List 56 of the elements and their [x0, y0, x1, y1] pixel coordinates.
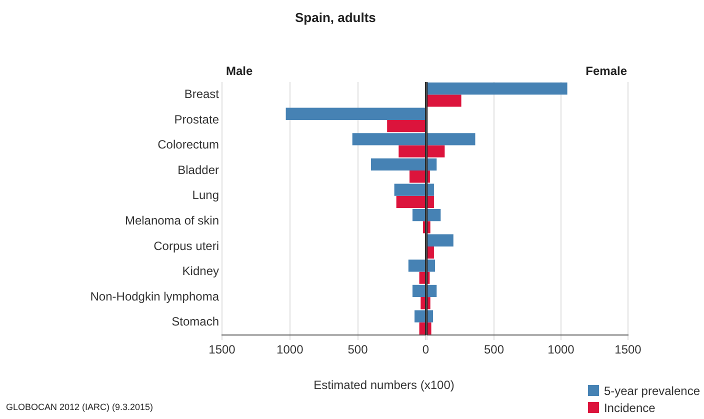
y-tick-label: Corpus uteri	[154, 238, 219, 253]
bar	[370, 158, 426, 171]
y-tick-label: Prostate	[174, 112, 220, 126]
bar	[419, 272, 426, 284]
bar	[412, 209, 426, 222]
bar	[428, 310, 434, 322]
bar	[398, 145, 426, 158]
y-tick-label: Lung	[192, 188, 219, 202]
bar	[428, 82, 568, 95]
bar	[428, 94, 462, 107]
bar	[408, 260, 426, 272]
bar	[428, 234, 454, 246]
x-tick-label: 500	[348, 342, 368, 357]
bar	[428, 145, 445, 158]
x-tick-label: 1000	[548, 342, 575, 357]
y-tick-label: Breast	[184, 86, 220, 101]
bar	[428, 260, 436, 272]
bar	[428, 297, 430, 310]
bar	[387, 120, 426, 132]
y-tick-label: Stomach	[172, 314, 219, 329]
bar	[428, 133, 476, 146]
bar	[428, 221, 430, 234]
bar	[428, 246, 434, 259]
bar	[352, 133, 426, 146]
text: Female	[586, 64, 627, 78]
bar	[420, 297, 426, 310]
bar	[396, 196, 426, 208]
bar	[428, 209, 441, 222]
x-axis-title: Estimated numbers (x100)	[314, 378, 454, 392]
bar	[422, 221, 426, 234]
bar	[419, 322, 426, 334]
bar	[394, 184, 426, 196]
x-tick-label: 1500	[614, 342, 642, 357]
bar	[428, 196, 434, 208]
legend-label: 5-year prevalence	[602, 383, 700, 400]
bar	[412, 284, 426, 298]
bar	[428, 158, 437, 171]
y-tick-label: Kidney	[182, 264, 219, 278]
text: Male	[226, 64, 253, 78]
bar	[410, 170, 426, 183]
x-tick-label: 1500	[208, 342, 236, 357]
bar	[286, 108, 426, 120]
bar	[428, 184, 434, 196]
x-tick-label: 500	[484, 342, 504, 357]
bar	[428, 284, 437, 298]
y-tick-label: Melanoma of skin	[124, 213, 219, 228]
y-tick-label: Bladder	[178, 162, 219, 177]
y-tick-label: Colorectum	[158, 138, 219, 152]
text: GLOBOCAN 2012 (IARC) (9.3.2015)	[6, 402, 154, 412]
legend-label: Incidence	[602, 400, 656, 417]
bar	[428, 322, 432, 334]
bar	[414, 310, 426, 322]
chart-title: Spain, adults	[295, 10, 376, 25]
x-tick-label: 1000	[276, 342, 304, 357]
y-tick-label: Non-Hodgkin lymphoma	[90, 289, 220, 304]
x-tick-label: 0	[422, 342, 430, 357]
